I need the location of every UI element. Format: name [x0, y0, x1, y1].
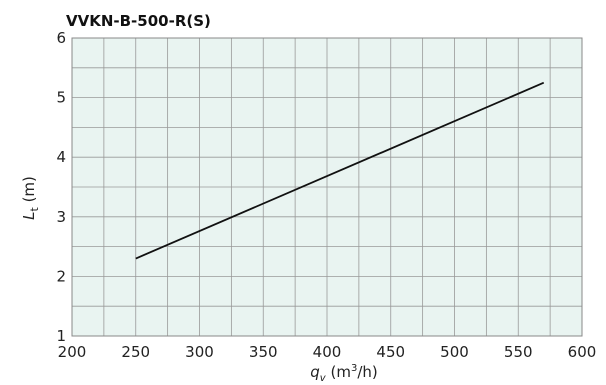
y-tick-label: 3 — [56, 208, 66, 226]
x-tick-label: 450 — [376, 343, 405, 361]
x-tick-labels: 200 250 300 350 400 450 500 550 600 — [58, 343, 597, 361]
x-tick-label: 300 — [185, 343, 214, 361]
x-tick-label: 250 — [121, 343, 150, 361]
y-tick-label: 4 — [56, 148, 66, 166]
series-line — [135, 81, 545, 260]
series-layer — [135, 81, 545, 260]
x-tick-label: 550 — [504, 343, 533, 361]
x-axis-subscript: v — [320, 373, 327, 384]
x-tick-label: 600 — [568, 343, 597, 361]
y-tick-labels: 1 2 3 4 5 6 — [56, 29, 66, 345]
y-tick-label: 1 — [56, 327, 66, 345]
y-axis-symbol: L — [20, 212, 38, 220]
x-tick-label: 400 — [313, 343, 342, 361]
y-axis-unit: (m) — [20, 176, 38, 207]
x-axis-label: qv (m3/h) — [310, 363, 377, 384]
y-tick-label: 5 — [56, 89, 66, 107]
grid-lines — [71, 37, 583, 337]
y-axis-subscript: t — [28, 207, 41, 212]
x-tick-label: 500 — [440, 343, 469, 361]
x-axis-unit-post: /h) — [357, 363, 377, 381]
x-axis-symbol: q — [310, 363, 320, 381]
y-tick-label: 6 — [56, 29, 66, 47]
plot-border — [71, 37, 583, 337]
chart-title: VVKN-B-500-R(S) — [66, 12, 211, 30]
x-tick-label: 350 — [249, 343, 278, 361]
x-axis-unit-sup: 3 — [351, 363, 357, 374]
x-axis-unit-pre: (m — [326, 363, 351, 381]
x-tick-label: 200 — [58, 343, 87, 361]
y-tick-label: 2 — [56, 267, 66, 285]
y-axis-label: Lt (m) — [20, 176, 41, 220]
